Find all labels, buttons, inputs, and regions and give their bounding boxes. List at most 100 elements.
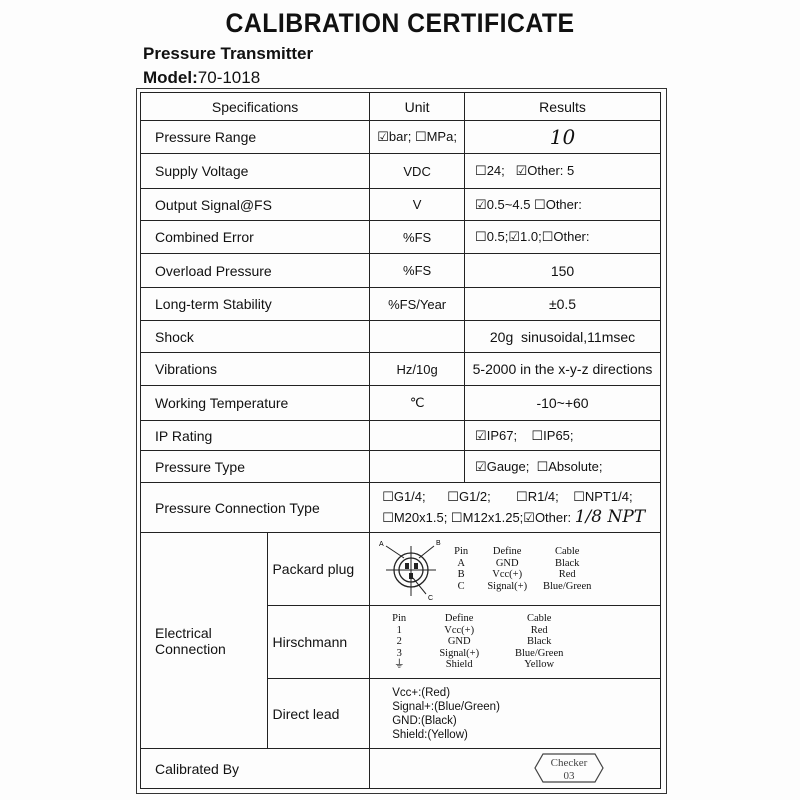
pin-row: C Signal(+) Blue/Green <box>446 581 596 593</box>
spec-unit: %FS <box>369 220 466 254</box>
pin-cell: Signal(+) <box>487 580 528 592</box>
pin-cell: Blue/Green <box>542 580 592 592</box>
model: Model:70-1018 <box>143 68 260 88</box>
pin-row: B Vcc(+) Red <box>446 569 596 581</box>
stamp-line-2: 03 <box>564 770 576 782</box>
spec-name: Working Temperature <box>139 385 371 421</box>
spec-name: Output Signal@FS <box>139 188 371 221</box>
spec-row: Working Temperature ℃ -10~+60 <box>139 385 661 421</box>
page-title: CALIBRATION CERTIFICATE <box>225 8 575 38</box>
pin-row: ⏚ Shield Yellow <box>384 659 660 671</box>
connection-line-1: ☐G1/4; ☐G1/2; ☐R1/4; ☐NPT1/4; <box>382 489 633 504</box>
electrical-label: Electrical Connection <box>139 532 269 749</box>
spec-result: 150 <box>464 253 661 288</box>
pin-cell: 1 <box>396 624 402 636</box>
pin-column-header: Pin <box>392 613 407 625</box>
connection-line-2: ☐M20x1.5; ☐M12x1.25;☑Other: <box>382 510 572 525</box>
spec-row: Combined Error %FS ☐0.5;☑1.0;☐Other: <box>139 220 661 254</box>
direct-lines: Vcc+:(Red) Signal+:(Blue/Green) GND:(Black… <box>369 678 661 749</box>
pin-cell: GND <box>447 636 471 648</box>
direct-line: Signal+:(Blue/Green) <box>392 700 500 713</box>
spec-unit: Hz/10g <box>369 352 466 386</box>
spec-unit: ℃ <box>369 385 466 421</box>
connection-row: Pressure Connection Type ☐G1/4; ☐G1/2; ☐… <box>139 482 661 533</box>
packard-label: Packard plug <box>267 532 371 606</box>
spec-unit: ☑bar; ☐MPa; <box>369 120 466 154</box>
packard-connector-icon: A B C <box>379 540 441 602</box>
pin-row: 2 GND Black <box>384 636 660 648</box>
direct-label: Direct lead <box>267 678 371 749</box>
packard-row: Electrical Connection Packard plug A B C… <box>139 532 661 749</box>
pin-row: 3 Signal(+) Blue/Green <box>384 648 660 660</box>
spec-unit <box>369 320 466 353</box>
spec-result: ☑0.5~4.5 ☐Other: <box>464 188 661 221</box>
spec-unit: V <box>369 188 466 221</box>
pin-b-label: B <box>436 540 441 547</box>
pin-cell: 2 <box>396 636 402 648</box>
calibrated-by-label: Calibrated By <box>139 748 371 789</box>
spec-name: Shock <box>139 320 371 353</box>
pin-cell: Red <box>558 569 576 580</box>
spec-result: 5-2000 in the x-y-z directions <box>464 352 661 386</box>
header-spec: Specifications <box>139 92 371 121</box>
connection-spec: Pressure Connection Type <box>139 482 371 533</box>
spec-row: Vibrations Hz/10g 5-2000 in the x-y-z di… <box>139 352 661 386</box>
spec-unit <box>369 450 466 483</box>
pin-cell: Vcc(+) <box>444 624 475 636</box>
spec-row: Shock 20g sinusoidal,11msec <box>139 320 661 353</box>
spec-row: Overload Pressure %FS 150 <box>139 253 661 288</box>
stamp-line-1: Checker <box>551 757 588 769</box>
spec-row: IP Rating ☑IP67; ☐IP65; <box>139 420 661 451</box>
model-label: Model: <box>143 68 198 87</box>
direct-line: Shield:(Yellow) <box>392 728 468 741</box>
spec-unit: %FS <box>369 253 466 288</box>
spec-unit: %FS/Year <box>369 287 466 321</box>
spec-name: Combined Error <box>139 220 371 254</box>
pin-cell: Black <box>554 557 580 569</box>
spec-name: Overload Pressure <box>139 253 371 288</box>
direct-line: Vcc+:(Red) <box>392 686 451 699</box>
pin-cell: Red <box>530 624 548 636</box>
spec-result: 20g sinusoidal,11msec <box>464 320 661 353</box>
pin-a-label: A <box>379 541 384 548</box>
spec-name: IP Rating <box>139 420 371 451</box>
pin-cell: GND <box>495 557 519 569</box>
pin-row: 1 Vcc(+) Red <box>384 625 660 637</box>
header-row: Specifications Unit Results <box>139 92 661 121</box>
pin-cell: C <box>457 580 465 592</box>
spec-table: Specifications Unit Results Pressure Ran… <box>139 92 661 789</box>
spec-row: Long-term Stability %FS/Year ±0.5 <box>139 287 661 321</box>
spec-name: Long-term Stability <box>139 287 371 321</box>
pin-cell: Shield <box>445 659 473 671</box>
spec-row: Pressure Range ☑bar; ☐MPa; 10 <box>139 120 661 154</box>
spec-name: Pressure Range <box>139 120 371 154</box>
spec-result: ☑Gauge; ☐Absolute; <box>464 450 661 483</box>
calibrated-by-value <box>369 748 661 789</box>
hirschmann-pin-table: Pin Define Cable 1 Vcc(+) Red 2 GND Black 3 Signal… <box>384 613 660 671</box>
spec-name: Pressure Type <box>139 450 371 483</box>
connection-options: ☐G1/4; ☐G1/2; ☐R1/4; ☐NPT1/4; ☐M20x1.5; … <box>369 482 661 533</box>
spec-name: Supply Voltage <box>139 153 371 189</box>
pin-row: A GND Black <box>446 558 596 570</box>
direct-line: GND:(Black) <box>392 714 457 727</box>
spec-name: Vibrations <box>139 352 371 386</box>
pin-column-header: Pin <box>454 546 469 557</box>
spec-result: ☐24; ☑Other: 5 <box>464 153 661 189</box>
pin-cell: Vcc(+) <box>492 569 523 580</box>
hirschmann-label: Hirschmann <box>267 605 371 679</box>
calibrated-row: Calibrated By <box>139 748 661 789</box>
spec-result: ☑IP67; ☐IP65; <box>464 420 661 451</box>
subtitle: Pressure Transmitter <box>143 44 314 63</box>
spec-unit: VDC <box>369 153 466 189</box>
frame <box>136 88 667 794</box>
pin-column-header: Cable <box>526 613 552 625</box>
header-unit: Unit <box>369 92 466 121</box>
spec-unit <box>369 420 466 451</box>
model-value: 70-1018 <box>197 68 261 87</box>
spec-result: 10 <box>464 120 661 154</box>
pin-cell: Yellow <box>524 659 555 671</box>
pin-cell: A <box>457 557 465 569</box>
packard-content: A B C Pin Define Cable A GND Black B Vcc(+) Red C… <box>369 532 661 606</box>
pin-c-label: C <box>428 595 433 602</box>
